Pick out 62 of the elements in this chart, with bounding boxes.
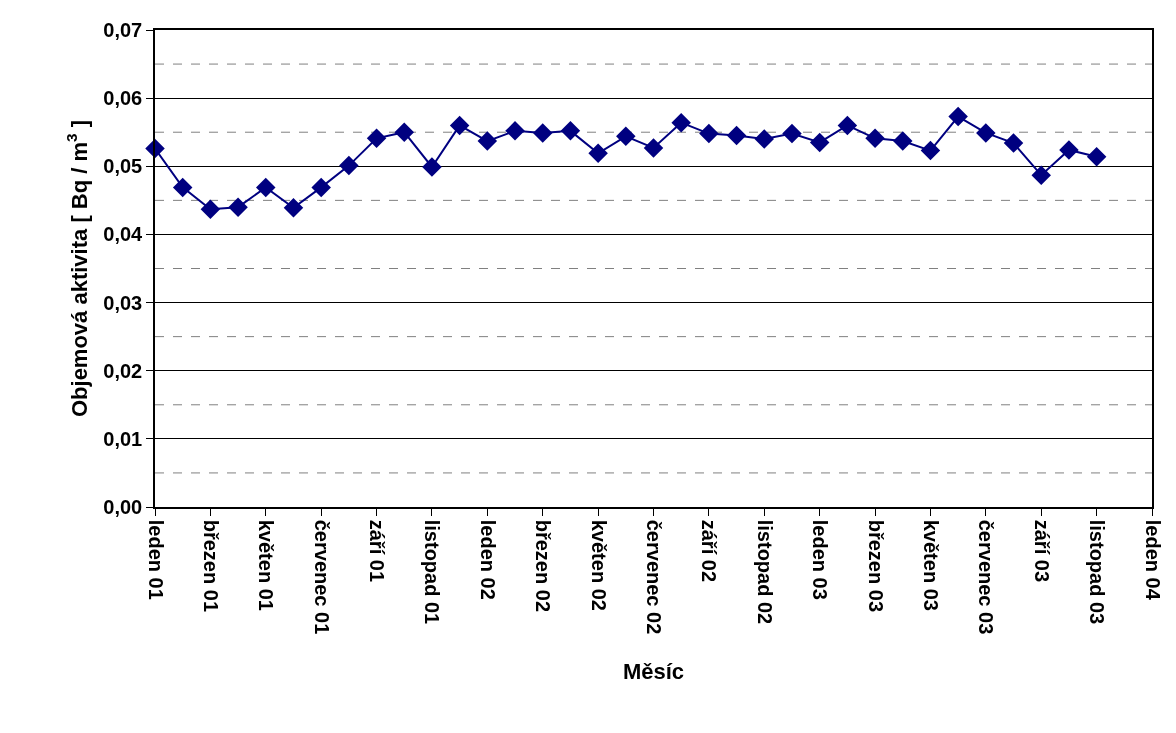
point xyxy=(172,177,193,198)
point xyxy=(893,131,913,151)
point xyxy=(837,115,858,136)
point xyxy=(560,121,581,141)
point xyxy=(200,199,221,219)
point xyxy=(865,128,885,149)
x-axis-title: Měsíc xyxy=(622,658,685,684)
x-tick-label: červenec 02 xyxy=(643,519,665,635)
x-tick-label: květen 01 xyxy=(255,519,278,611)
point xyxy=(948,106,968,127)
x-tick-label: září 01 xyxy=(366,519,389,583)
y-tick-label: 0,01 xyxy=(103,427,143,450)
point xyxy=(643,138,664,158)
point xyxy=(699,123,719,144)
x-tick-label: březen 01 xyxy=(199,519,222,613)
point xyxy=(726,125,747,146)
point xyxy=(283,198,304,218)
point xyxy=(422,157,442,177)
y-tick-label: 0,00 xyxy=(103,496,143,518)
x-tick-label: leden 04 xyxy=(1141,519,1164,601)
x-tick-label: září 03 xyxy=(1030,519,1053,583)
point xyxy=(1031,165,1051,185)
y-tick-label: 0,05 xyxy=(103,155,143,178)
x-tick-label: září 02 xyxy=(698,519,721,583)
x-tick-label: leden 03 xyxy=(809,519,832,600)
y-tick-label: 0,02 xyxy=(103,359,143,382)
x-tick-label: listopad 03 xyxy=(1086,519,1109,625)
x-tick-label: leden 01 xyxy=(144,519,167,600)
point xyxy=(754,129,775,149)
point xyxy=(782,123,802,144)
point xyxy=(671,112,691,133)
point xyxy=(505,121,525,141)
point xyxy=(1086,147,1107,167)
x-tick-label: červenec 01 xyxy=(310,519,333,635)
point xyxy=(449,115,470,136)
point xyxy=(976,123,996,143)
point xyxy=(616,126,636,147)
x-tick-label: březen 02 xyxy=(532,519,555,613)
point xyxy=(920,140,941,161)
y-tick-label: 0,04 xyxy=(103,223,144,246)
point xyxy=(1059,140,1079,160)
x-tick-label: květen 03 xyxy=(919,519,942,611)
x-tick-label: listopad 01 xyxy=(421,519,444,625)
x-tick-label: leden 02 xyxy=(476,519,499,600)
point xyxy=(228,197,248,217)
point xyxy=(256,177,276,198)
y-tick-label: 0,07 xyxy=(103,19,143,41)
x-tick-label: květen 02 xyxy=(587,519,610,611)
x-tick-label: listopad 02 xyxy=(753,519,776,625)
point xyxy=(339,155,359,176)
point xyxy=(477,131,498,151)
point xyxy=(588,143,608,164)
point xyxy=(532,123,553,143)
x-tick-label: březen 03 xyxy=(864,519,887,613)
point xyxy=(1003,133,1024,153)
point xyxy=(809,132,830,153)
y-tick-label: 0,03 xyxy=(103,291,143,314)
x-tick-label: červenec 03 xyxy=(975,519,998,635)
point xyxy=(366,128,387,149)
y-tick-label: 0,06 xyxy=(103,87,143,110)
point xyxy=(394,122,414,142)
point xyxy=(311,177,331,198)
